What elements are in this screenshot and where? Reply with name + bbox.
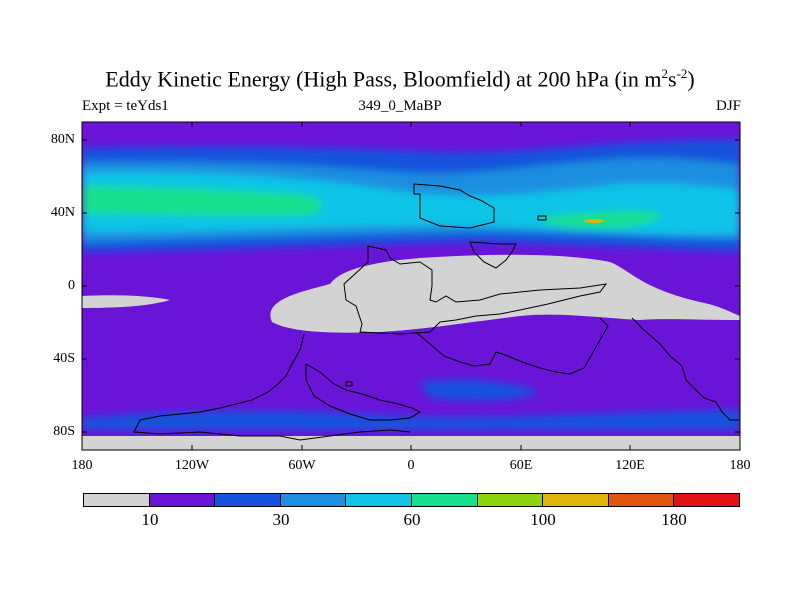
- lat-label-0: 0: [68, 278, 75, 293]
- colorbar-bin: [214, 493, 281, 507]
- season-label: DJF: [715, 98, 741, 114]
- experiment-label: Expt = teYds1: [82, 98, 169, 114]
- lon-label-0: 0: [407, 458, 415, 473]
- colorbar-label-100: 100: [530, 510, 556, 529]
- lon-label-180w: 180: [71, 458, 93, 473]
- colorbar-label-180: 180: [661, 510, 687, 529]
- colorbar-label-10: 10: [141, 510, 159, 529]
- lat-label-40s: 40S: [53, 351, 75, 366]
- lon-label-60w: 60W: [288, 458, 316, 473]
- colorbar-bin: [83, 493, 150, 507]
- lon-label-180e: 180: [729, 458, 751, 473]
- eke-field: [82, 122, 740, 450]
- colorbar-bin: [279, 493, 347, 507]
- colorbar-bin: [607, 493, 675, 507]
- lat-label-40n: 40N: [50, 205, 75, 220]
- plot-title: Eddy Kinetic Energy (High Pass, Bloomfie…: [105, 66, 695, 92]
- lon-label-120w: 120W: [174, 458, 210, 473]
- colorbar-label-60: 60: [403, 510, 421, 529]
- lon-label-60e: 60E: [509, 458, 533, 473]
- colorbar: [83, 493, 740, 507]
- lat-label-80n: 80N: [50, 132, 75, 147]
- colorbar-bin: [410, 493, 478, 507]
- colorbar-bin: [345, 493, 412, 507]
- lat-label-80s: 80S: [53, 424, 75, 439]
- colorbar-label-30: 30: [272, 510, 290, 529]
- run-label: 349_0_MaBP: [358, 98, 442, 114]
- lon-label-120e: 120E: [615, 458, 645, 473]
- colorbar-bin: [673, 493, 740, 507]
- axis-ticks: [81, 122, 741, 450]
- colorbar-bin: [542, 493, 609, 507]
- colorbar-bin: [476, 493, 544, 507]
- colorbar-bin: [148, 493, 216, 507]
